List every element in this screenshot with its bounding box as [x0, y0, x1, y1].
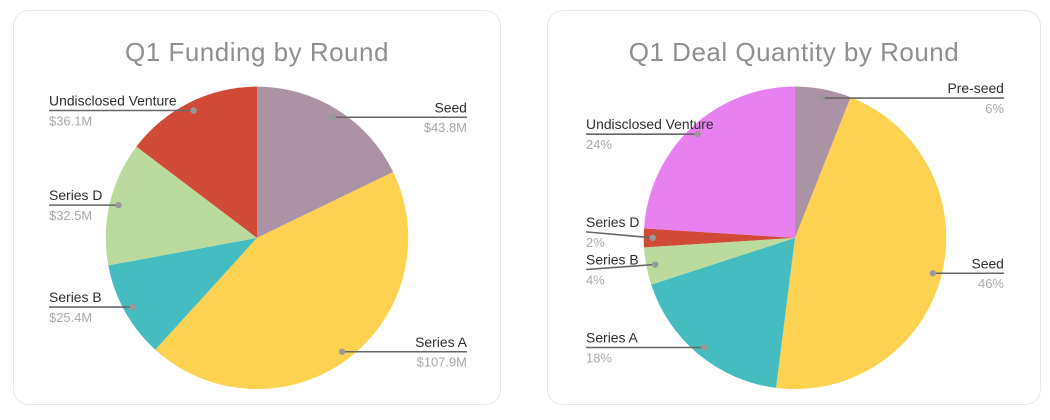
- leader-dot-seed: [929, 270, 936, 277]
- pie-slice-series-a[interactable]: [651, 237, 795, 388]
- leader-dot-series-d: [649, 234, 656, 242]
- slice-value-series-d: 2%: [586, 235, 605, 250]
- slice-label-seed: Seed: [434, 99, 466, 115]
- slice-label-series-b: Series B: [49, 289, 102, 305]
- pie-slice-series-b[interactable]: [108, 237, 258, 350]
- leader-line-series-b: [586, 263, 656, 271]
- pie-slice-series-a[interactable]: [155, 171, 409, 390]
- leader-line-series-d: [585, 231, 653, 239]
- slice-value-series-b: 4%: [586, 272, 605, 287]
- funding-by-round-card: Q1 Funding by Round Seed $43.8M Series A $1…: [13, 10, 501, 405]
- pie-slice-seed[interactable]: [257, 86, 394, 238]
- slice-value-series-d: $32.5M: [49, 208, 92, 223]
- pie-slice-series-b[interactable]: [644, 237, 795, 285]
- slice-label-series-a: Series A: [415, 334, 468, 350]
- leader-dot-series-a: [338, 348, 346, 355]
- leader-dot-series-b: [652, 261, 659, 268]
- leader-dot-series-b: [129, 303, 136, 311]
- slice-label-series-a: Series A: [586, 330, 639, 346]
- slice-value-series-a: 18%: [586, 350, 612, 365]
- deal-quantity-pie-chart: Pre-seed 6% Seed 46% Series A 18% Series B 4% Se…: [548, 11, 1040, 404]
- pie-slice-series-d[interactable]: [643, 228, 795, 248]
- slice-value-undisclosed-venture: 24%: [586, 137, 612, 152]
- slice-label-pre-seed: Pre-seed: [947, 80, 1003, 96]
- slice-label-series-d: Series D: [586, 214, 639, 230]
- leader-dot-seed: [329, 114, 336, 121]
- pie-slice-pre-seed[interactable]: [794, 86, 851, 238]
- slice-value-undisclosed-venture: $36.1M: [49, 113, 92, 128]
- leader-dot-undisclosed-venture: [190, 107, 197, 114]
- slice-value-series-b: $25.4M: [49, 310, 92, 325]
- leader-dot-series-a: [701, 344, 708, 351]
- slice-value-seed: 46%: [978, 276, 1004, 291]
- funding-pie-chart: Seed $43.8M Series A $107.9M Series B $25.4M S…: [14, 11, 500, 404]
- pie-slice-undisclosed-venture[interactable]: [644, 86, 795, 238]
- slice-label-undisclosed-venture: Undisclosed Venture: [49, 93, 177, 109]
- slice-label-undisclosed-venture: Undisclosed Venture: [586, 116, 714, 132]
- leader-dot-undisclosed-venture: [694, 130, 701, 138]
- slice-value-seed: $43.8M: [424, 120, 467, 135]
- slice-value-pre-seed: 6%: [985, 101, 1004, 116]
- pie-slice-seed[interactable]: [776, 97, 947, 390]
- leader-dot-series-d: [115, 201, 122, 209]
- pie-slice-series-d[interactable]: [105, 146, 258, 266]
- leader-dot-pre-seed: [818, 94, 825, 102]
- slice-value-series-a: $107.9M: [417, 355, 467, 370]
- slice-label-series-b: Series B: [586, 252, 639, 268]
- deal-quantity-chart-title: Q1 Deal Quantity by Round: [628, 37, 960, 67]
- slice-label-series-d: Series D: [49, 187, 102, 203]
- slice-label-seed: Seed: [971, 255, 1003, 271]
- deal-quantity-card: Q1 Deal Quantity by Round Pre-seed 6% Seed…: [547, 10, 1041, 405]
- pie-slice-undisclosed-venture[interactable]: [136, 86, 257, 238]
- funding-chart-title: Q1 Funding by Round: [125, 37, 389, 67]
